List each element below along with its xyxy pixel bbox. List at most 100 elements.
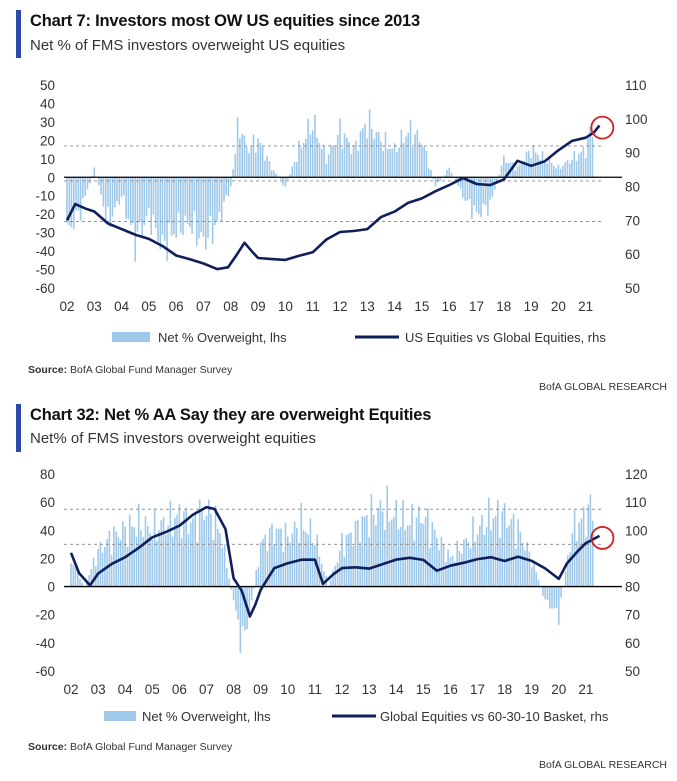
bar-mark	[173, 177, 175, 235]
x-tick-label: 05	[141, 299, 156, 314]
bar-mark	[77, 177, 80, 211]
bar-mark	[323, 144, 325, 178]
left-tick-label: 0	[47, 580, 55, 595]
source-text: BofA Global Fund Manager Survey	[67, 364, 233, 376]
bar-mark	[468, 177, 471, 199]
bar-mark	[257, 138, 259, 178]
source-label: Source:	[28, 741, 68, 753]
bar-mark	[230, 177, 232, 187]
bar-mark	[234, 153, 237, 178]
bar-mark	[354, 521, 357, 587]
bar-mark	[211, 177, 214, 245]
bar-mark	[180, 538, 183, 587]
bar-mark	[575, 161, 578, 178]
bar-mark	[350, 532, 352, 587]
bar-mark	[144, 516, 147, 587]
bar-mark	[411, 504, 413, 587]
bar-mark	[393, 143, 396, 178]
bar-mark	[298, 140, 300, 178]
left-tick-label: 0	[47, 170, 55, 185]
bar-mark	[519, 531, 522, 587]
bar-mark	[136, 177, 139, 232]
bar-mark	[585, 537, 587, 587]
bar-mark	[185, 507, 187, 587]
bar-mark	[587, 138, 589, 178]
left-tick-label: -30	[35, 226, 55, 241]
bar-mark	[560, 586, 562, 598]
bar-mark	[108, 530, 111, 587]
bar-mark	[323, 571, 325, 587]
right-tick-label: 60	[625, 247, 640, 262]
source-label: Source:	[28, 364, 68, 376]
bar-mark	[205, 515, 208, 587]
bar-mark	[418, 142, 421, 178]
bar-mark	[569, 552, 571, 587]
x-tick-label: 09	[251, 299, 266, 314]
x-tick-label: 18	[497, 682, 512, 697]
bar-mark	[129, 177, 132, 226]
bar-mark	[202, 177, 205, 237]
bar-mark	[421, 144, 423, 178]
bar-mark	[332, 570, 334, 587]
legend-bar-label: Net % Overweight, lhs	[142, 709, 271, 724]
bar-mark	[68, 177, 71, 226]
bar-mark	[516, 166, 519, 178]
bar-mark	[535, 572, 537, 587]
bar-mark	[564, 162, 566, 178]
bar-mark	[402, 142, 405, 178]
bar-mark	[174, 517, 176, 587]
right-tick-label: 110	[625, 495, 647, 510]
bar-mark	[232, 586, 235, 601]
bar-mark	[314, 115, 316, 178]
x-tick-label: 07	[196, 299, 211, 314]
bar-mark	[107, 177, 109, 207]
bar-mark	[503, 503, 506, 587]
bar-mark	[429, 547, 431, 587]
bar-mark	[327, 154, 330, 178]
bar-mark	[562, 165, 564, 178]
bar-mark	[448, 167, 450, 178]
bar-mark	[405, 136, 407, 178]
left-tick-label: -20	[35, 207, 55, 222]
bar-mark	[343, 556, 346, 587]
bar-mark	[558, 586, 560, 625]
bar-mark	[125, 177, 127, 219]
bar-mark	[431, 522, 434, 587]
bar-mark	[259, 142, 262, 178]
bar-mark	[302, 530, 305, 587]
bar-mark	[366, 515, 368, 587]
bar-mark	[320, 563, 323, 587]
bar-mark	[123, 177, 125, 196]
bar-mark	[235, 586, 237, 611]
bar-mark	[555, 168, 557, 178]
bar-mark	[530, 567, 533, 587]
x-tick-label: 20	[551, 299, 566, 314]
bar-mark	[442, 543, 445, 587]
bar-mark	[91, 175, 93, 178]
bar-mark	[237, 586, 239, 620]
bar-mark	[341, 148, 344, 178]
bar-mark	[250, 586, 253, 601]
right-tick-label: 90	[625, 551, 640, 566]
bar-mark	[241, 134, 243, 178]
bar-mark	[471, 177, 473, 220]
bar-mark	[521, 542, 524, 587]
bar-mark	[393, 516, 395, 587]
bar-mark	[268, 527, 271, 587]
bar-mark	[118, 177, 121, 205]
x-tick-label: 05	[145, 682, 160, 697]
bar-mark	[542, 586, 544, 596]
bar-mark	[289, 542, 291, 587]
chart-title: Chart 7: Investors most OW US equities s…	[30, 12, 420, 30]
x-tick-label: 19	[524, 299, 539, 314]
bar-mark	[300, 503, 303, 587]
bar-mark	[573, 151, 576, 178]
bar-mark	[329, 579, 332, 587]
bar-mark	[368, 537, 370, 587]
bar-mark	[396, 151, 398, 178]
bar-mark	[582, 146, 585, 178]
bar-mark	[157, 177, 159, 242]
bar-mark	[427, 168, 430, 178]
bar-mark	[226, 568, 228, 587]
highlight-circle	[590, 526, 615, 550]
